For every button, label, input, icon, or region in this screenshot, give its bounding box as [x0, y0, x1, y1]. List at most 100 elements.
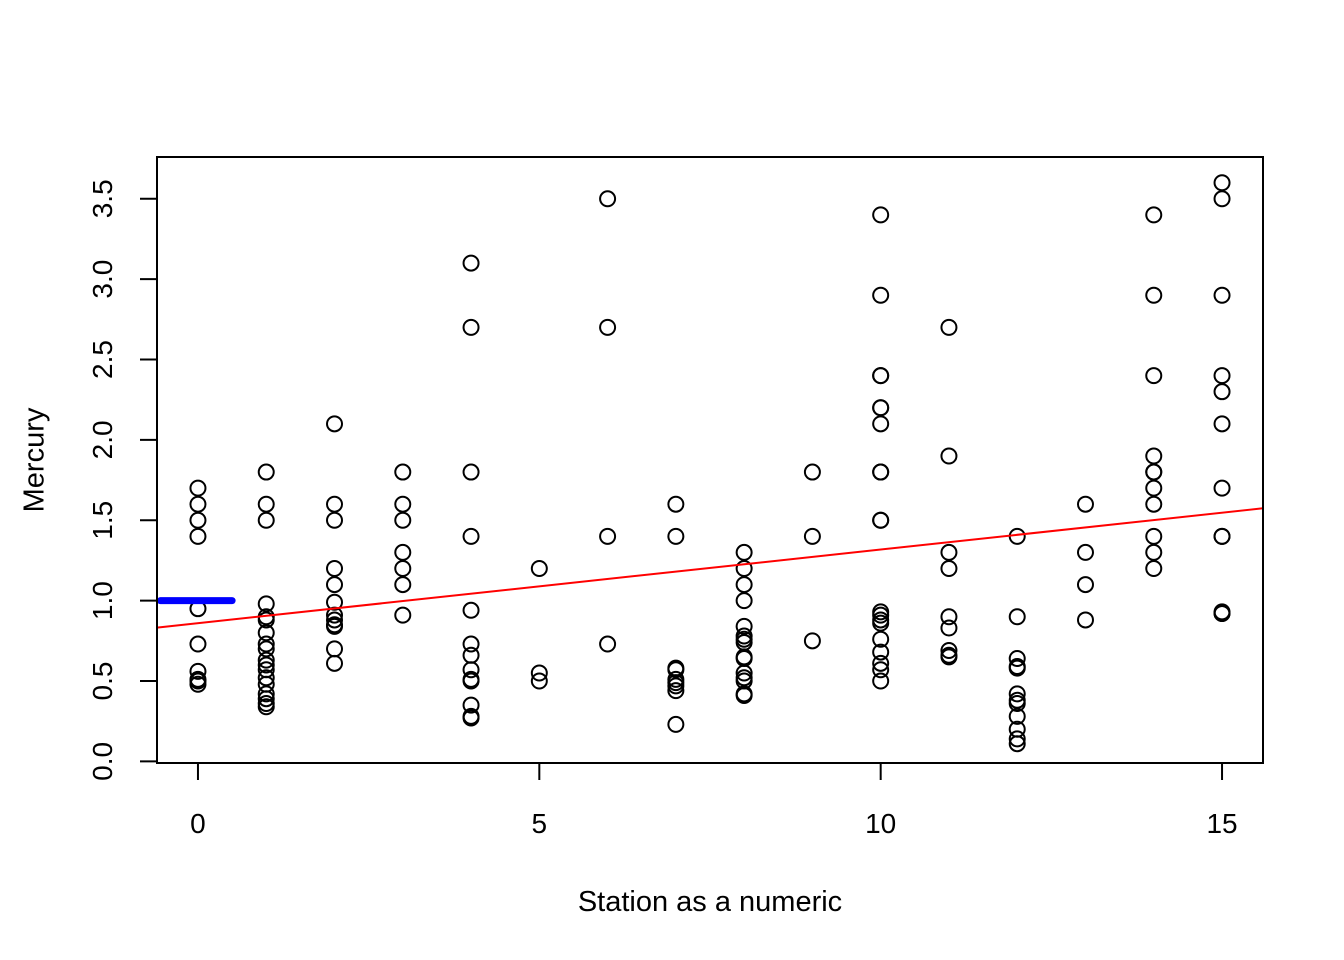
data-point — [257, 685, 275, 703]
data-point — [1145, 286, 1163, 304]
data-point — [189, 511, 207, 529]
data-point — [872, 672, 890, 690]
data-point — [1076, 543, 1094, 561]
data-point — [1145, 206, 1163, 224]
data-point — [872, 630, 890, 648]
y-tick-label: 1.0 — [87, 581, 118, 620]
data-point — [257, 690, 275, 708]
data-point — [735, 576, 753, 594]
data-point — [530, 664, 548, 682]
data-point — [462, 463, 480, 481]
data-point — [940, 641, 958, 659]
data-point — [1008, 707, 1026, 725]
data-point — [1145, 479, 1163, 497]
data-point — [1008, 685, 1026, 703]
data-point — [189, 527, 207, 545]
x-tick-label: 10 — [865, 808, 896, 839]
data-point — [1008, 695, 1026, 713]
data-point — [462, 527, 480, 545]
data-point — [257, 656, 275, 674]
data-point — [872, 614, 890, 632]
data-point — [1145, 543, 1163, 561]
data-point — [940, 447, 958, 465]
data-point — [462, 672, 480, 690]
data-point — [1145, 367, 1163, 385]
data-point — [735, 543, 753, 561]
data-point — [872, 606, 890, 624]
data-point — [1213, 383, 1231, 401]
data-point — [1213, 367, 1231, 385]
data-point — [1213, 190, 1231, 208]
data-point — [326, 640, 344, 658]
data-point — [667, 661, 685, 679]
y-tick-label: 2.5 — [87, 340, 118, 379]
data-point — [257, 511, 275, 529]
data-point — [803, 527, 821, 545]
data-point — [940, 318, 958, 336]
data-point — [735, 592, 753, 610]
y-tick-label: 3.0 — [87, 260, 118, 299]
data-point — [394, 511, 412, 529]
data-points — [189, 174, 1231, 753]
data-point — [667, 715, 685, 733]
data-point — [599, 318, 617, 336]
data-point — [462, 696, 480, 714]
data-point — [257, 495, 275, 513]
data-point — [872, 367, 890, 385]
y-tick-label: 0.5 — [87, 662, 118, 701]
data-point — [189, 662, 207, 680]
data-point — [1008, 730, 1026, 748]
data-point — [326, 415, 344, 433]
data-point — [326, 611, 344, 629]
data-point — [940, 648, 958, 666]
data-point — [1213, 605, 1231, 623]
data-point — [667, 527, 685, 545]
data-point — [257, 698, 275, 716]
x-axis-label: Station as a numeric — [578, 886, 842, 918]
data-point — [1008, 650, 1026, 668]
data-point — [462, 254, 480, 272]
y-axis-label: Mercury — [19, 407, 51, 512]
data-point — [326, 654, 344, 672]
data-point — [599, 190, 617, 208]
x-axis: 0 5 10 15 — [190, 762, 1238, 839]
y-tick-label: 1.5 — [87, 501, 118, 540]
data-point — [326, 593, 344, 611]
data-point — [940, 560, 958, 578]
y-axis: 0.0 0.5 1.0 1.5 2.0 2.5 3.0 3.5 — [87, 179, 158, 781]
data-point — [1145, 527, 1163, 545]
data-point — [462, 635, 480, 653]
data-point — [394, 543, 412, 561]
data-point — [257, 611, 275, 629]
data-point — [735, 686, 753, 704]
data-point — [257, 640, 275, 658]
data-point — [189, 635, 207, 653]
data-point — [872, 643, 890, 661]
data-point — [394, 495, 412, 513]
data-point — [803, 463, 821, 481]
data-point — [872, 661, 890, 679]
data-point — [1008, 659, 1026, 677]
data-point — [462, 318, 480, 336]
data-point — [394, 560, 412, 578]
data-point — [872, 463, 890, 481]
data-point — [872, 511, 890, 529]
data-point — [735, 664, 753, 682]
data-point — [1213, 527, 1231, 545]
data-point — [189, 495, 207, 513]
data-point — [326, 617, 344, 635]
data-point — [1076, 611, 1094, 629]
data-point — [394, 606, 412, 624]
y-tick-label: 3.5 — [87, 179, 118, 218]
data-point — [257, 635, 275, 653]
data-point — [1145, 463, 1163, 481]
data-point — [462, 661, 480, 679]
data-point — [1213, 479, 1231, 497]
data-point — [1145, 495, 1163, 513]
data-point — [872, 206, 890, 224]
data-point — [872, 654, 890, 672]
data-point — [872, 399, 890, 417]
data-point — [326, 576, 344, 594]
data-point — [462, 646, 480, 664]
